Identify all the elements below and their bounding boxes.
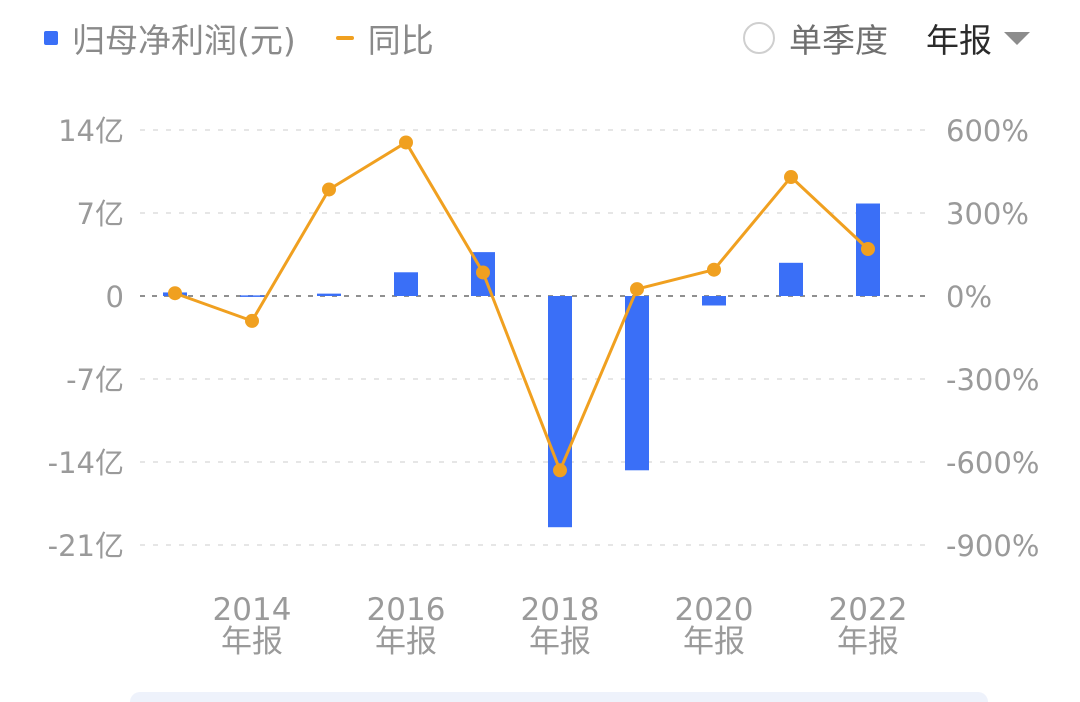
period-dropdown-value: 年报 xyxy=(926,21,992,60)
y-left-tick-label: 0 xyxy=(106,280,124,314)
yoy-point xyxy=(861,241,875,256)
y-left-tick-label: 7亿 xyxy=(77,197,124,231)
profit-bar xyxy=(548,296,572,528)
y-right-tick-label: -300% xyxy=(946,363,1039,397)
yoy-point xyxy=(322,182,336,197)
x-tick-period: 年报 xyxy=(221,624,283,660)
yoy-point xyxy=(476,265,490,280)
yoy-point xyxy=(784,170,798,185)
season-radio[interactable] xyxy=(743,22,775,54)
x-tick-period: 年报 xyxy=(529,624,591,660)
profit-bar xyxy=(240,295,264,297)
x-tick-year: 2022 xyxy=(829,592,908,628)
yoy-point xyxy=(553,463,567,478)
y-left-tick-label: 14亿 xyxy=(58,114,124,148)
yoy-line xyxy=(174,140,870,472)
y-right-tick-label: -600% xyxy=(946,446,1039,480)
profit-bar xyxy=(625,296,649,471)
y-left-tick-label: -21亿 xyxy=(48,529,124,563)
x-tick-period: 年报 xyxy=(683,624,745,660)
profit-bar xyxy=(394,272,418,296)
chart-legend: 归母净利润(元) 同比 xyxy=(44,14,434,62)
x-tick-year: 2018 xyxy=(521,592,600,628)
x-tick-year: 2020 xyxy=(675,592,754,628)
x-tick-year: 2016 xyxy=(367,592,446,628)
y-left-tick-label: -7亿 xyxy=(66,363,124,397)
season-label[interactable]: 单季度 xyxy=(789,21,888,60)
yoy-point xyxy=(399,135,413,150)
bar-series-swatch xyxy=(44,31,58,45)
chart-controls: 单季度 年报 xyxy=(743,14,1030,62)
profit-bar xyxy=(317,293,341,296)
bottom-scroll-bar[interactable] xyxy=(130,692,988,702)
line-series-swatch xyxy=(335,36,354,40)
profit-bar xyxy=(779,262,803,296)
yoy-point xyxy=(630,282,644,297)
x-tick-period: 年报 xyxy=(375,624,437,660)
y-left-tick-label: -14亿 xyxy=(48,446,124,480)
x-tick-year: 2014 xyxy=(213,592,292,628)
y-right-tick-label: 600% xyxy=(946,114,1029,148)
profit-bar xyxy=(702,296,726,306)
yoy-point xyxy=(707,262,721,277)
x-tick-period: 年报 xyxy=(837,624,899,660)
y-right-tick-label: 0% xyxy=(946,280,992,314)
bar-series-label: 归母净利润(元) xyxy=(72,21,296,60)
period-dropdown[interactable]: 年报 xyxy=(926,14,1030,62)
yoy-point xyxy=(168,286,182,301)
y-right-tick-label: -900% xyxy=(946,529,1039,563)
yoy-point xyxy=(245,313,259,328)
chevron-down-icon xyxy=(1004,31,1030,45)
y-right-tick-label: 300% xyxy=(946,197,1029,231)
line-series-label: 同比 xyxy=(367,21,434,60)
